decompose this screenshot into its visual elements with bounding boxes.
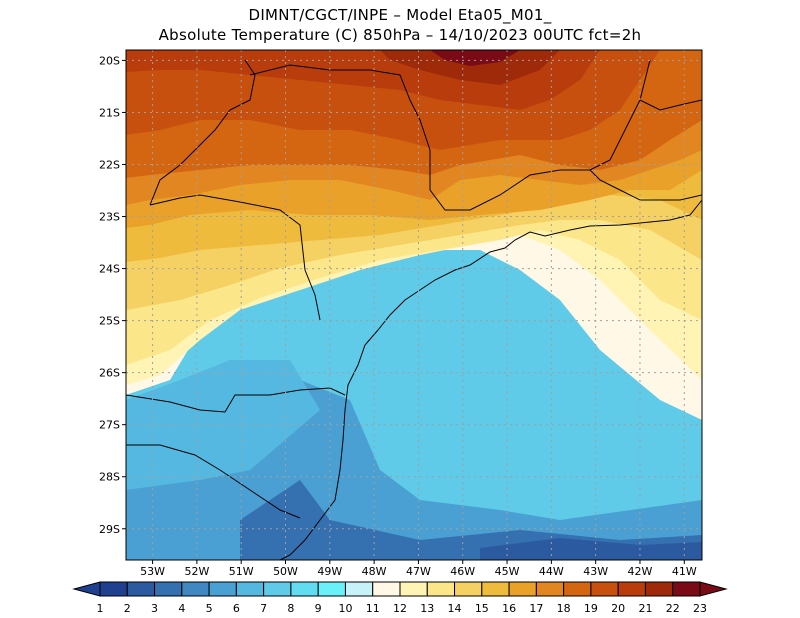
colorbar-swatch xyxy=(535,581,565,597)
colorbar-swatch xyxy=(644,581,674,597)
colorbar-swatch xyxy=(181,581,210,597)
lon-label: 43W xyxy=(583,565,608,578)
lat-label: 22S xyxy=(99,158,120,171)
colorbar-label: 9 xyxy=(315,602,322,615)
colorbar-label: 22 xyxy=(666,602,680,615)
colorbar-swatch xyxy=(454,581,483,597)
temperature-band-22 xyxy=(430,50,520,66)
colorbar-label: 7 xyxy=(260,602,267,615)
lon-label: 47W xyxy=(406,565,431,578)
colorbar-swatch xyxy=(126,581,156,597)
political-borders xyxy=(126,59,702,560)
coastline xyxy=(279,199,702,560)
lat-label: 20S xyxy=(99,54,120,67)
colorbar-swatch xyxy=(372,581,401,597)
colorbar-swatch xyxy=(399,581,428,597)
state-border xyxy=(126,444,301,519)
temperature-band-3 xyxy=(240,480,702,560)
colorbar-label: 19 xyxy=(584,602,598,615)
colorbar-label: 21 xyxy=(638,602,652,615)
colorbar-swatch xyxy=(235,581,265,597)
lat-label: 23S xyxy=(99,211,120,224)
lat-label: 29S xyxy=(99,523,120,536)
colorbar-label: 13 xyxy=(420,602,434,615)
lat-label: 26S xyxy=(99,367,120,380)
colorbar-swatch xyxy=(481,581,510,597)
longitude-labels: 53W 52W 51W 50W 49W 48W 47W 46W 45W 44W 43W 42W 41W xyxy=(140,560,697,578)
temperature-band-2 xyxy=(480,538,702,560)
colorbar-swatch xyxy=(672,581,701,597)
lat-label: 28S xyxy=(99,471,120,484)
lat-label: 21S xyxy=(99,106,120,119)
lon-label: 41W xyxy=(672,565,697,578)
state-border xyxy=(126,387,346,413)
temperature-field xyxy=(126,50,702,560)
colorbar-label: 10 xyxy=(338,602,352,615)
colorbar-label: 3 xyxy=(151,602,158,615)
lon-label: 46W xyxy=(450,565,475,578)
colorbar-label: 2 xyxy=(124,602,131,615)
colorbar-swatch xyxy=(208,581,237,597)
colorbar-label: 11 xyxy=(366,602,380,615)
graticule xyxy=(126,50,702,560)
colorbar-under-arrow xyxy=(72,581,101,597)
colorbar-label: 12 xyxy=(393,602,407,615)
state-border xyxy=(639,99,702,111)
lat-label: 27S xyxy=(99,419,120,432)
colorbar-swatch xyxy=(263,581,292,597)
state-border xyxy=(249,59,651,211)
colorbar-swatch xyxy=(508,581,537,597)
lon-label: 42W xyxy=(628,565,653,578)
lon-label: 50W xyxy=(273,565,298,578)
colorbar-swatch xyxy=(590,581,619,597)
colorbar-label: 16 xyxy=(502,602,516,615)
colorbar-label: 23 xyxy=(693,602,707,615)
map-title-line-2: Absolute Temperature (C) 850hPa – 14/10/… xyxy=(158,26,642,44)
colorbar-swatch xyxy=(290,581,319,597)
colorbar-swatch xyxy=(99,581,128,597)
colorbar-label: 14 xyxy=(448,602,462,615)
colorbar: 1 2 3 4 5 6 7 8 9 10 11 12 13 14 15 16 17 18 19 20 21 22 23 xyxy=(72,581,728,615)
colorbar-label: 17 xyxy=(529,602,543,615)
latitude-labels: 20S 21S 22S 23S 24S 25S 26S 27S 28S 29S xyxy=(99,54,126,536)
lon-label: 52W xyxy=(184,565,209,578)
state-border xyxy=(149,59,256,206)
lon-label: 44W xyxy=(539,565,564,578)
colorbar-label: 15 xyxy=(475,602,489,615)
lat-label: 24S xyxy=(99,263,120,276)
map-frame xyxy=(125,49,703,561)
colorbar-swatch xyxy=(317,581,346,597)
lon-label: 53W xyxy=(140,565,165,578)
colorbar-label: 5 xyxy=(206,602,213,615)
colorbar-swatch xyxy=(154,581,183,597)
lat-label: 25S xyxy=(99,315,120,328)
state-border xyxy=(149,194,321,321)
lon-label: 45W xyxy=(495,565,520,578)
colorbar-label: 8 xyxy=(287,602,294,615)
colorbar-label: 4 xyxy=(178,602,185,615)
colorbar-swatch xyxy=(426,581,456,597)
colorbar-label: 20 xyxy=(611,602,625,615)
colorbar-swatch xyxy=(563,581,592,597)
map-title-line-1: DIMNT/CGCT/INPE – Model Eta05_M01_ xyxy=(248,6,552,24)
colorbar-label: 18 xyxy=(557,602,571,615)
lon-label: 49W xyxy=(317,565,342,578)
colorbar-swatch xyxy=(344,581,374,597)
lon-label: 51W xyxy=(229,565,254,578)
colorbar-over-arrow xyxy=(699,581,728,597)
colorbar-label: 1 xyxy=(97,602,104,615)
colorbar-label: 6 xyxy=(233,602,240,615)
lon-label: 48W xyxy=(362,565,387,578)
temperature-band-21 xyxy=(380,50,560,85)
colorbar-swatch xyxy=(617,581,646,597)
